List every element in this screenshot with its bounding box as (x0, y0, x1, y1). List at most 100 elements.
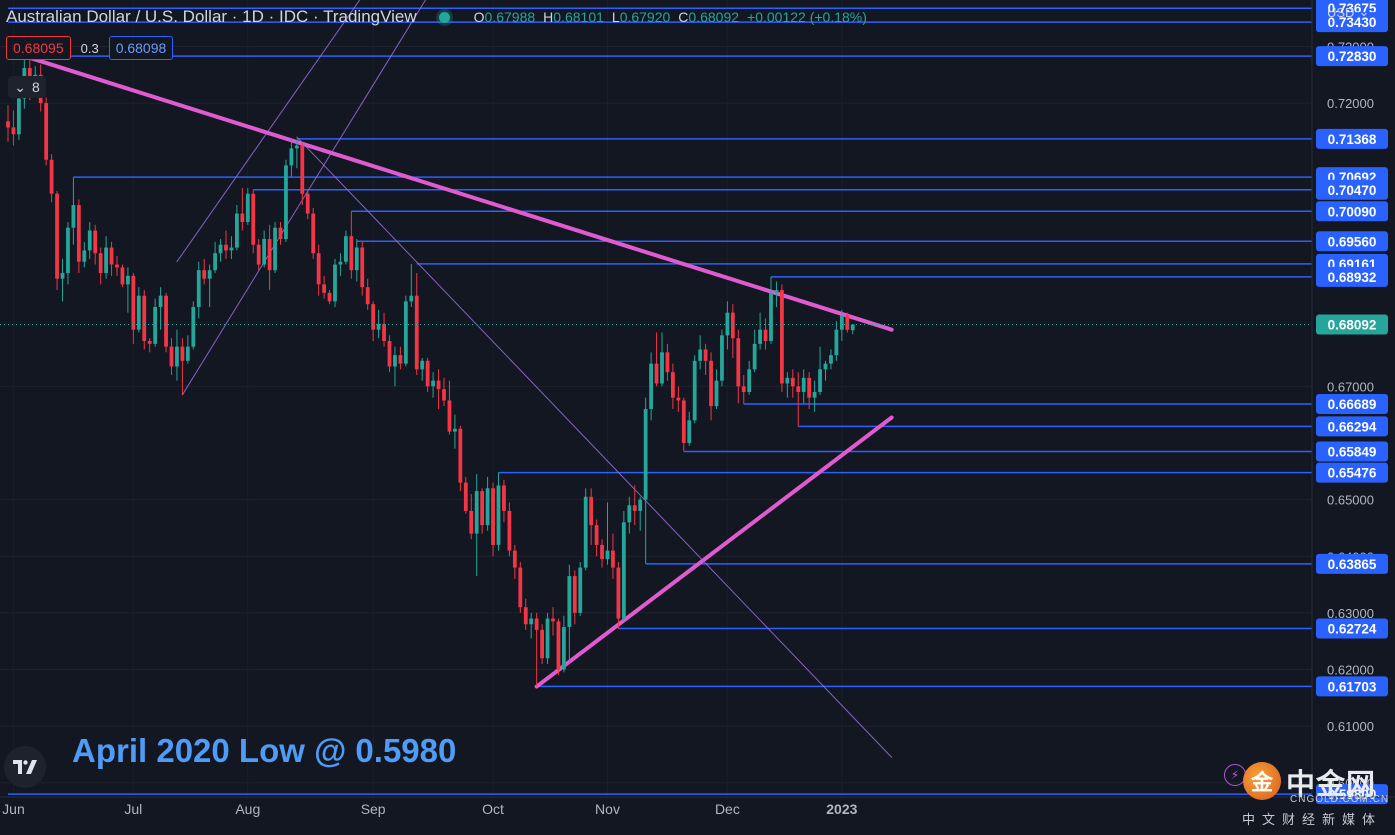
candle-body (720, 335, 724, 381)
tradingview-logo-icon[interactable] (4, 746, 46, 788)
candle-body (360, 247, 365, 288)
candle-body (687, 420, 692, 443)
candle-body (55, 193, 59, 279)
candle-body (507, 510, 512, 551)
channel-line (176, 0, 361, 263)
watermark-domain: CNGOLD.COM.CN (1290, 794, 1390, 805)
candle-body (104, 247, 108, 274)
candle-body (436, 380, 441, 390)
candle-body (594, 525, 599, 545)
candle-body (98, 253, 103, 274)
trade-panel: 0.68095 0.3 0.68098 (6, 36, 174, 60)
candle-body (294, 145, 299, 149)
level-price-tag (1316, 179, 1388, 200)
low-label: L (611, 9, 620, 25)
candle-body (654, 363, 659, 384)
candle-body (115, 264, 119, 268)
candle-body (621, 522, 626, 619)
time-tick-label: Dec (715, 801, 740, 817)
candle-body (376, 324, 381, 330)
candle-body (207, 270, 212, 279)
candle-body (681, 400, 686, 443)
cngold-watermark: 金 中金网 CNGOLD.COM.CN 中文财经新媒体 (1238, 757, 1388, 835)
price-tick-label: 0.72000 (1327, 96, 1374, 111)
price-tick-label: 0.63000 (1327, 606, 1374, 621)
candle-body (393, 355, 397, 367)
low-value: 0.67920 (619, 9, 671, 25)
price-tick-label: 0.67000 (1327, 379, 1374, 394)
indicators-toggle-button[interactable]: ⌄ 8 (8, 76, 46, 98)
candle-body (839, 315, 844, 330)
candle-body (823, 363, 828, 370)
sell-button[interactable]: 0.68095 (6, 36, 71, 60)
level-price-label: 0.59800 (1328, 787, 1377, 802)
candle-body (562, 627, 566, 670)
level-price-tag (1316, 784, 1388, 805)
level-price-label: 0.71368 (1328, 132, 1377, 147)
buy-button[interactable]: 0.68098 (108, 36, 174, 60)
candle-body (703, 349, 708, 361)
candle-body (354, 247, 359, 271)
candle-body (600, 544, 604, 560)
currency-label: USD (1327, 4, 1355, 20)
candle-body (316, 253, 321, 285)
level-price-label: 0.73430 (1328, 15, 1377, 30)
level-price-label: 0.62724 (1328, 622, 1377, 637)
level-price-tag (1316, 12, 1388, 33)
candle-body (284, 165, 288, 240)
candle-body (267, 239, 272, 271)
candle-body (758, 329, 762, 344)
candle-body (845, 315, 850, 330)
candle-body (529, 618, 534, 625)
horizontal-levels (8, 7, 1312, 795)
candle-body (322, 284, 326, 293)
candle-body (567, 576, 572, 628)
candle-body (240, 213, 245, 223)
time-tick-label: 2023 (826, 801, 857, 817)
candle-body (338, 261, 343, 265)
spread-value: 0.3 (80, 40, 99, 56)
candle-body (616, 567, 621, 619)
candle-body (453, 428, 457, 432)
candle-body (213, 253, 217, 271)
level-price-tag (1316, 676, 1388, 697)
candle-body (327, 292, 332, 302)
candle-body (403, 301, 408, 364)
level-price-tag (1316, 231, 1388, 252)
indicators-count: 8 (31, 79, 40, 95)
level-price-tag (1316, 128, 1388, 149)
open-value: 0.67988 (484, 9, 536, 25)
candle-body (660, 352, 664, 384)
candle-body (420, 360, 425, 370)
candle-body (409, 295, 414, 302)
level-price-label: 0.70090 (1328, 204, 1377, 219)
candle-body (692, 360, 697, 421)
price-tick-label: 0.61000 (1327, 719, 1374, 734)
candle-body (834, 329, 839, 356)
candle-body (251, 193, 256, 245)
candle-body (725, 312, 730, 336)
april-2020-low-annotation: April 2020 Low @ 0.5980 (72, 732, 457, 769)
candle-body (627, 505, 632, 523)
candle-body (431, 380, 435, 387)
watermark-brand: 中金网 (1286, 769, 1377, 801)
level-price-tag (1316, 416, 1388, 437)
close-label: C (678, 9, 689, 25)
candle-body (349, 236, 354, 271)
candle-body (387, 341, 392, 367)
candle-body (665, 352, 670, 373)
time-tick-label: Oct (482, 801, 504, 817)
candle-body (333, 264, 337, 302)
channel-line (296, 136, 893, 758)
currency-selector[interactable]: USD ⌄ (1327, 4, 1369, 20)
candle-body (676, 397, 681, 401)
time-tick-label: Aug (235, 801, 260, 817)
candle-body (17, 98, 21, 135)
symbol-title[interactable]: Australian Dollar / U.S. Dollar · 1D · I… (6, 7, 417, 26)
level-price-tag (1316, 553, 1388, 574)
candle-body (425, 360, 430, 387)
watermark-tagline: 中文财经新媒体 (1242, 812, 1383, 827)
candle-body (502, 485, 506, 511)
level-price-label: 0.70470 (1328, 183, 1377, 198)
